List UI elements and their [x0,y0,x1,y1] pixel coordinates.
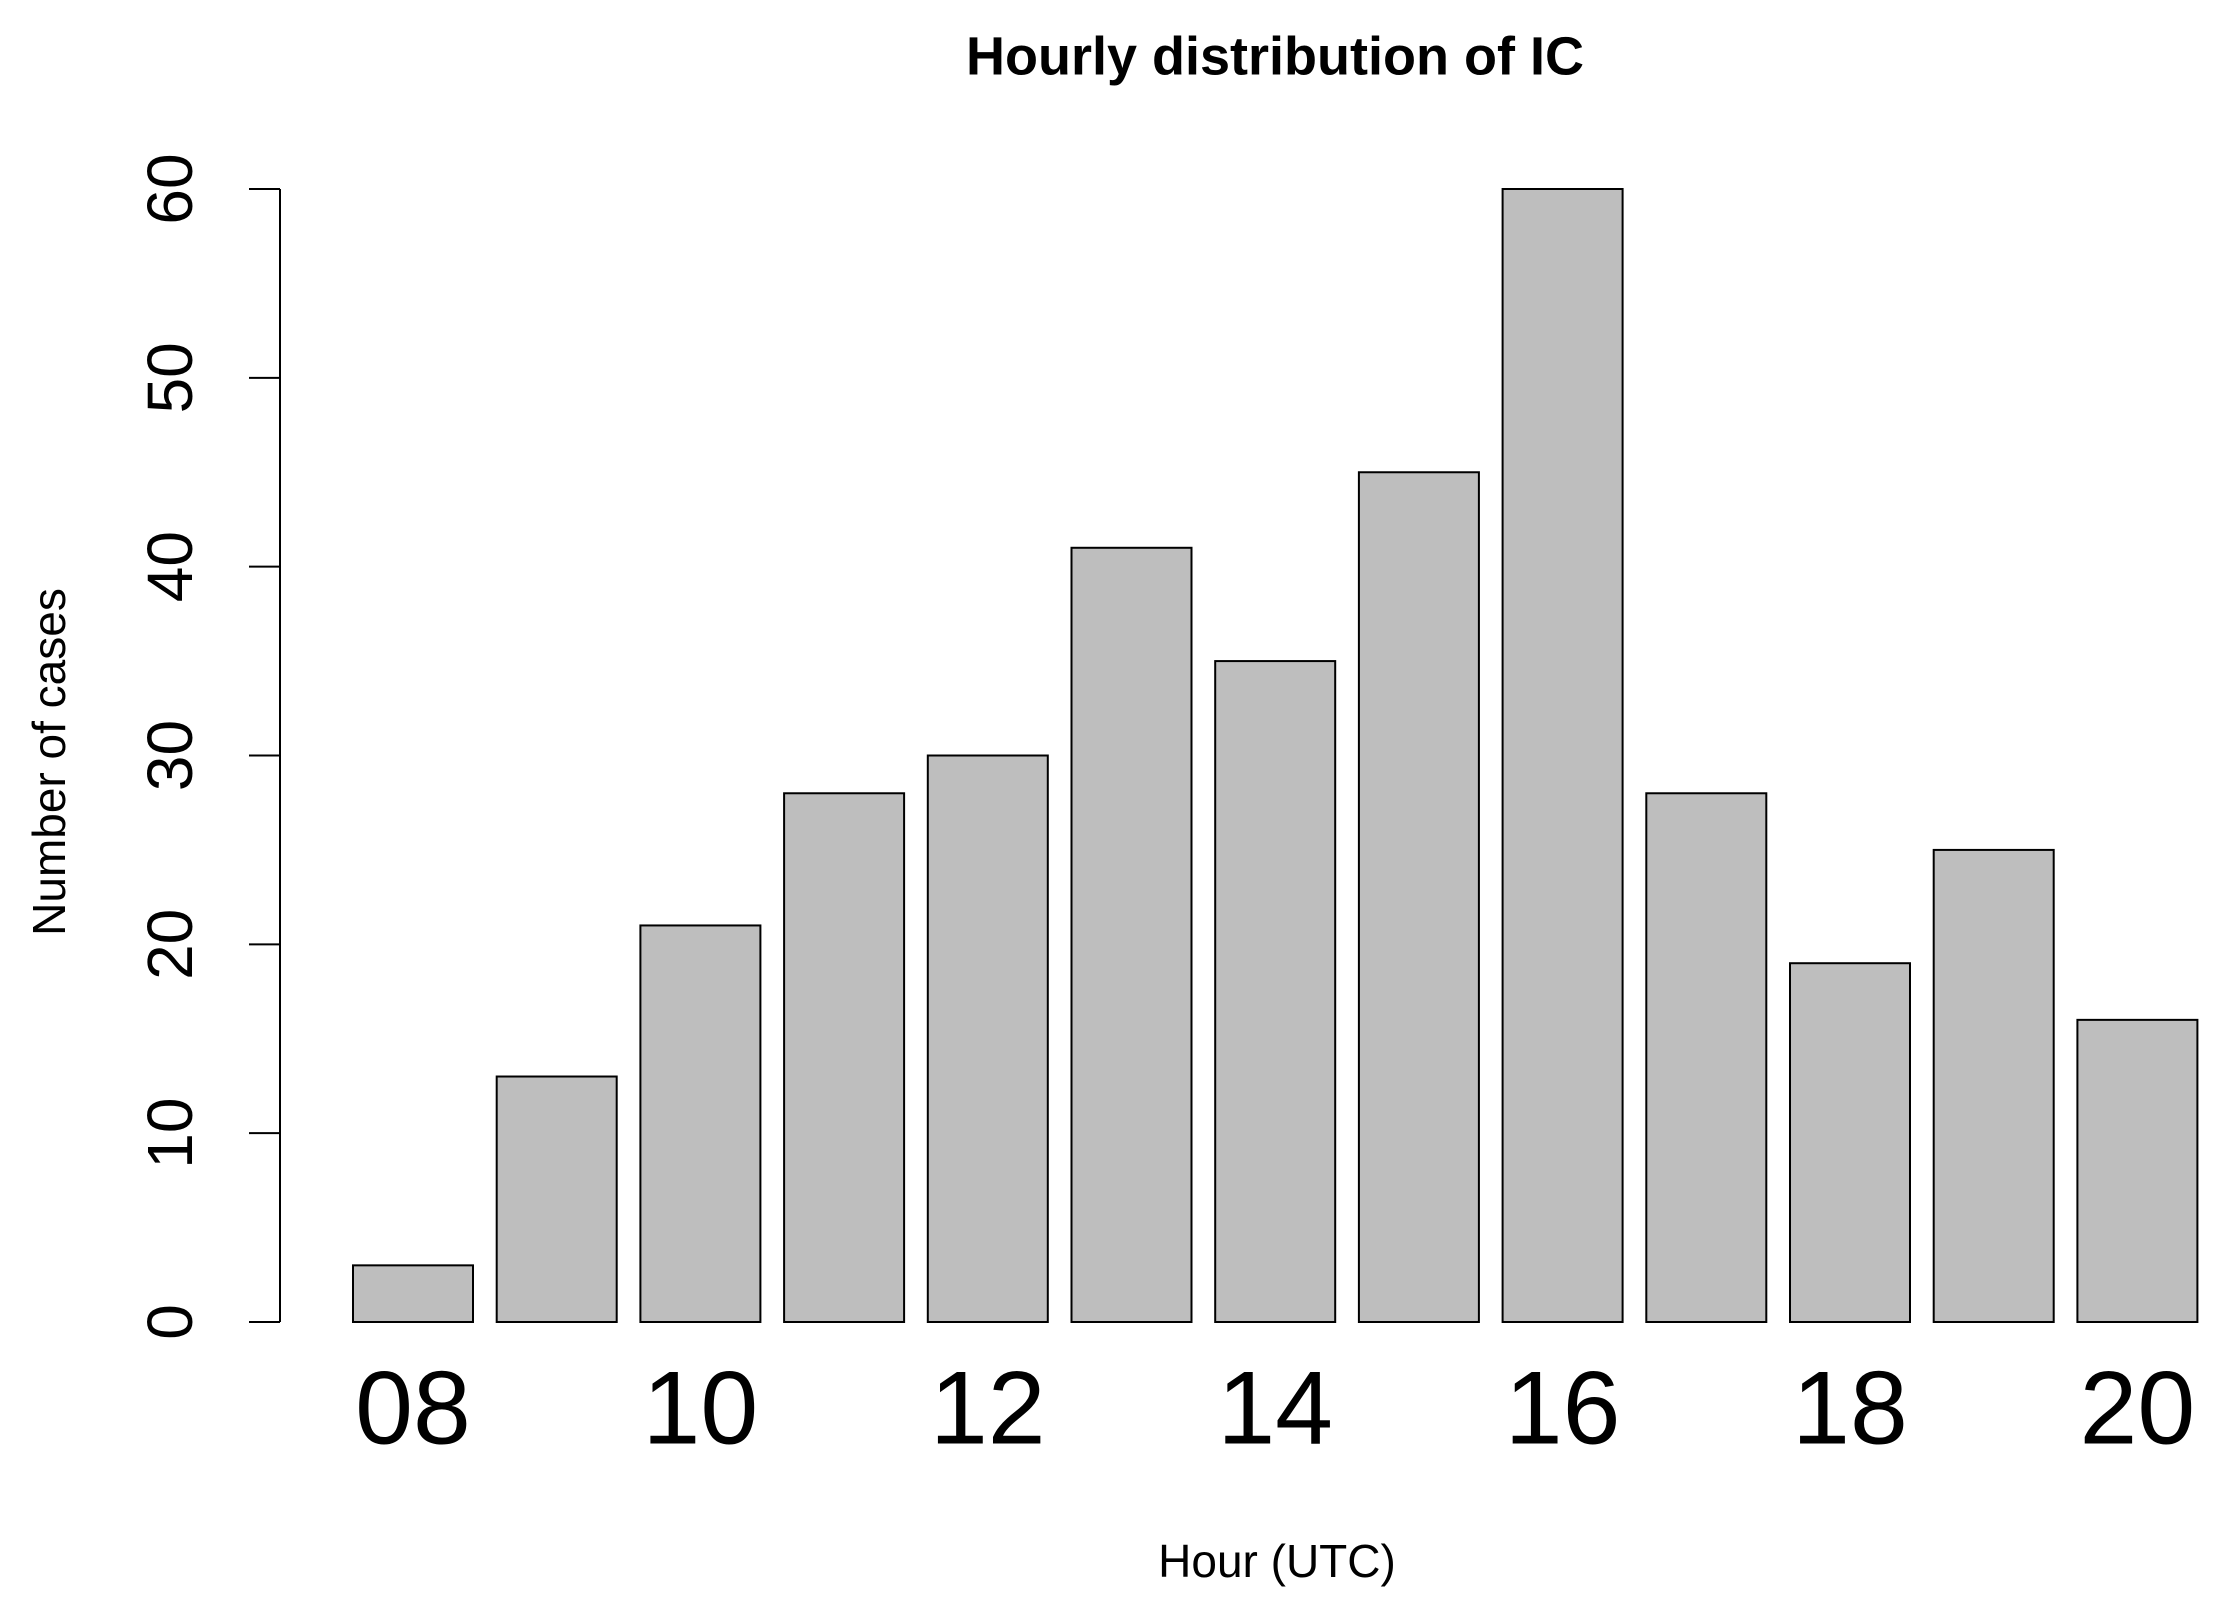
x-tick-label: 20 [2080,1350,2196,1466]
bar [2076,1018,2199,1323]
y-tick-label: 50 [134,342,206,413]
y-tick-label: 30 [134,720,206,791]
x-tick-label: 16 [1505,1350,1621,1466]
bar [1789,962,1911,1323]
chart-title: Hourly distribution of IC [966,26,1584,86]
y-axis-label: Number of cases [23,588,75,936]
x-tick-label: 18 [1792,1350,1908,1466]
x-axis-label: Hour (UTC) [1158,1535,1396,1587]
y-tick-label: 0 [134,1304,206,1340]
bar [639,924,762,1323]
bar [495,1075,618,1324]
bar [1214,660,1337,1323]
x-tick-label: 10 [643,1350,759,1466]
bar [1070,546,1193,1323]
bar [926,754,1049,1323]
bar [1932,848,2055,1324]
y-tick-label: 20 [134,909,206,980]
bar [1501,188,1624,1323]
bar [1357,471,1480,1323]
bar [352,1264,474,1323]
x-tick-label: 08 [355,1350,471,1466]
y-tick-label: 60 [134,153,206,224]
x-tick-label: 12 [930,1350,1046,1466]
y-tick-label: 40 [134,531,206,602]
y-tick-label: 10 [134,1098,206,1169]
bar [1645,792,1768,1323]
x-tick-label: 14 [1217,1350,1333,1466]
bar [783,792,906,1323]
